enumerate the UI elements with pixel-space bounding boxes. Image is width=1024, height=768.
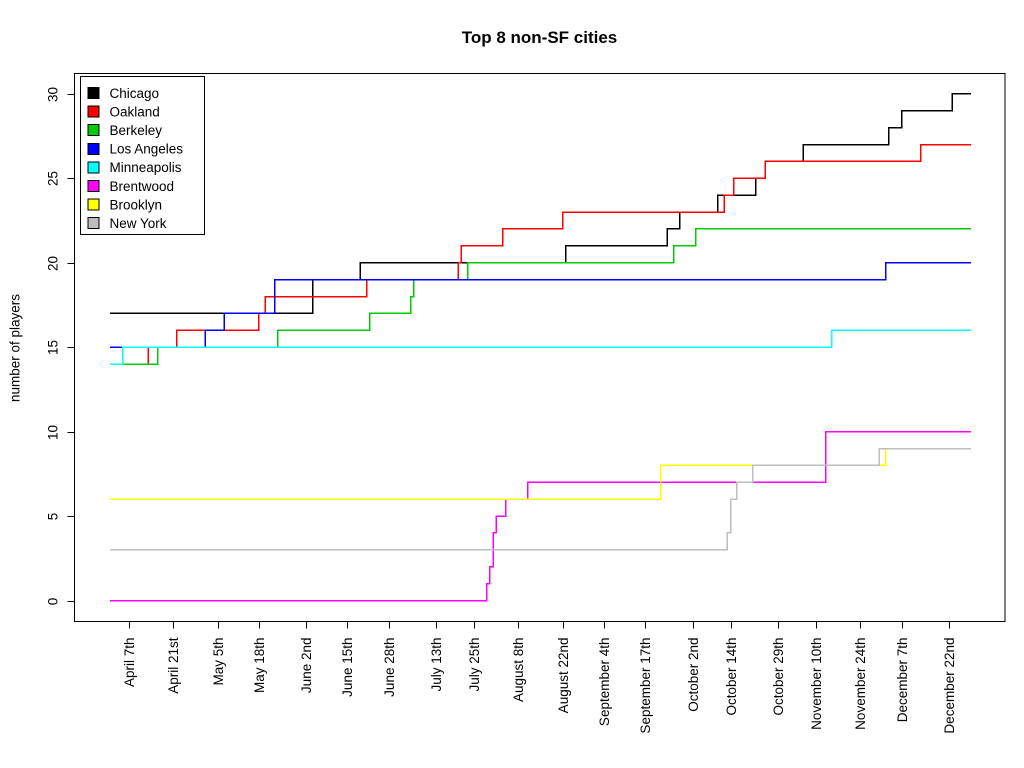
legend-label-minneapolis: Minneapolis	[110, 160, 182, 175]
legend-label-berkeley: Berkeley	[110, 123, 163, 138]
x-tick-label: May 18th	[252, 638, 267, 694]
y-tick-label: 10	[46, 425, 61, 440]
x-tick-label: July 25th	[467, 638, 482, 692]
legend-swatch-brentwood	[87, 180, 100, 192]
chart-title: Top 8 non-SF cities	[461, 28, 618, 47]
series-brentwood	[110, 430, 972, 602]
series-oakland	[110, 143, 972, 365]
x-tick-label: April 21st	[166, 637, 181, 694]
x-tick-label: October 14th	[724, 638, 739, 716]
legend-label-brentwood: Brentwood	[110, 179, 175, 194]
x-tick-label: June 15th	[340, 638, 355, 697]
x-tick-label: May 5th	[211, 638, 226, 686]
legend-label-brooklyn: Brooklyn	[110, 197, 163, 212]
legend-swatch-chicago	[87, 87, 100, 99]
x-tick-label: October 29th	[771, 638, 786, 716]
series-berkeley	[110, 228, 972, 365]
legend-swatch-los-angeles	[87, 142, 100, 155]
x-tick-label: July 13th	[429, 638, 444, 692]
legend-box	[80, 76, 205, 235]
legend-swatch-new-york	[87, 217, 100, 230]
legend-swatch-brooklyn	[87, 198, 100, 211]
x-tick-label: October 2nd	[686, 638, 701, 712]
x-tick-label: December 7th	[895, 638, 910, 723]
y-tick-label: 0	[46, 598, 61, 606]
legend-label-new-york: New York	[110, 216, 167, 231]
x-tick-label: August 8th	[511, 638, 526, 703]
y-tick-label: 5	[46, 513, 61, 521]
legend-label-los-angeles: Los Angeles	[110, 142, 184, 157]
x-tick-label: April 7th	[122, 638, 137, 688]
x-tick-label: June 28th	[382, 638, 397, 697]
series-minneapolis	[110, 329, 972, 365]
x-tick-label: September 17th	[638, 638, 653, 734]
x-tick-label: September 4th	[597, 638, 612, 727]
x-tick-label: August 22nd	[556, 638, 571, 714]
legend-label-chicago: Chicago	[110, 86, 160, 101]
legend-swatch-minneapolis	[87, 161, 100, 174]
series-new-york	[110, 447, 972, 551]
legend-swatch-oakland	[87, 105, 100, 118]
x-tick-label: November 10th	[809, 638, 824, 730]
x-tick-label: June 2nd	[299, 638, 314, 694]
y-tick-label: 30	[46, 87, 61, 102]
series-brooklyn	[110, 447, 972, 500]
legend-swatch-berkeley	[87, 124, 100, 137]
series-los-angeles	[110, 261, 972, 348]
x-tick-label: December 22nd	[942, 638, 957, 734]
y-tick-label: 15	[46, 340, 61, 355]
y-tick-label: 20	[46, 256, 61, 271]
legend-label-oakland: Oakland	[110, 104, 160, 119]
y-tick-label: 25	[46, 171, 61, 186]
x-tick-label: November 24th	[853, 638, 868, 730]
series-chicago	[110, 93, 972, 315]
